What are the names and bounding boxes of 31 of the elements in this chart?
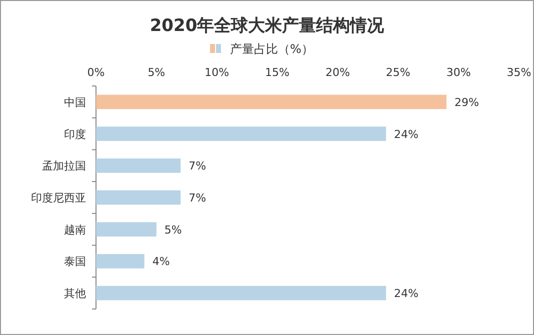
legend-label: 产量占比（%） — [230, 42, 314, 56]
x-tick-label: 30% — [446, 66, 471, 79]
y-tick-label: 印度尼西亚 — [31, 192, 86, 204]
bar — [96, 222, 156, 237]
x-tick-label: 5% — [148, 66, 166, 79]
data-label: 29% — [454, 96, 479, 109]
y-tick-label: 中国 — [64, 96, 86, 109]
bar — [96, 158, 181, 173]
x-tick-label: 20% — [325, 66, 350, 79]
bar — [96, 126, 386, 141]
x-tick-label: 35% — [506, 66, 532, 79]
y-tick-label: 孟加拉国 — [42, 160, 86, 173]
y-tick-label: 印度 — [64, 128, 86, 141]
data-label: 24% — [394, 287, 419, 300]
data-label: 7% — [188, 192, 206, 204]
y-tick-label: 泰国 — [64, 255, 86, 268]
data-label: 4% — [152, 255, 170, 268]
bar — [96, 254, 144, 268]
x-tick-label: 25% — [386, 66, 410, 79]
y-tick-label: 越南 — [64, 223, 86, 236]
y-tick-label: 其他 — [64, 287, 86, 300]
bar — [96, 190, 181, 205]
bar — [96, 94, 446, 110]
data-label: 7% — [188, 160, 206, 173]
data-label: 5% — [164, 223, 182, 236]
chart-title: 2020年全球大米产量结构情况 — [150, 16, 386, 36]
x-tick-label: 15% — [265, 66, 290, 79]
data-label: 24% — [394, 128, 419, 141]
x-tick-label: 10% — [204, 66, 230, 79]
bar — [96, 286, 386, 300]
x-tick-label: 0% — [87, 66, 105, 79]
